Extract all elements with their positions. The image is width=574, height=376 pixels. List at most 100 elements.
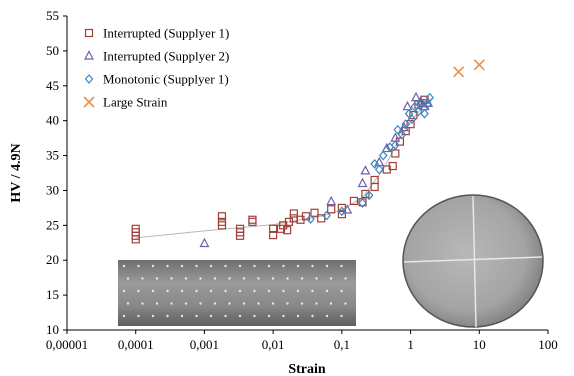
indentation-dot: [166, 314, 169, 318]
trend-line: [135, 97, 432, 239]
indentation-dot: [311, 264, 314, 268]
indentation-dot: [311, 289, 314, 293]
indentation-dot: [271, 302, 275, 305]
indentation-dot: [180, 264, 184, 268]
legend-marker: [83, 96, 95, 108]
x-tick-label: 0,001: [190, 337, 219, 352]
indentation-dot: [224, 289, 227, 293]
indentation-dot: [224, 314, 227, 318]
indentation-dot: [180, 314, 184, 318]
indentation-dot: [213, 277, 217, 280]
indentation-dot: [296, 264, 300, 268]
data-point: [357, 177, 368, 188]
data-point: [453, 66, 465, 78]
indentation-dot: [228, 277, 231, 280]
data-point: [388, 161, 397, 171]
data-point: [326, 195, 337, 206]
indentation-dot: [195, 314, 198, 318]
data-points: [131, 59, 485, 248]
legend-label: Interrupted (Supplyer 2): [103, 49, 229, 64]
indentation-dot: [282, 289, 285, 293]
data-point: [407, 114, 417, 125]
data-point: [199, 237, 210, 248]
data-point: [217, 212, 227, 221]
x-axis-ticks: 0,00001 0,0001 0,001 0,01 0,1 1 10 100: [46, 330, 558, 352]
data-point: [404, 108, 414, 119]
legend-marker: [84, 74, 94, 84]
indentation-dot: [122, 264, 126, 268]
indentation-dot: [242, 302, 246, 305]
indentation-dot: [340, 314, 343, 318]
data-point: [417, 98, 426, 109]
data-point: [398, 121, 409, 132]
indentation-dot: [286, 302, 289, 305]
x-tick-label: 0,0001: [118, 337, 154, 352]
y-tick-label: 20: [46, 252, 59, 267]
y-tick-label: 30: [46, 182, 59, 197]
data-point: [283, 226, 292, 235]
legend-label: Monotonic (Supplyer 1): [103, 72, 229, 87]
data-point: [406, 120, 415, 129]
indentation-dot: [141, 302, 144, 305]
indentation-grid-photo: [118, 260, 356, 326]
indentation-dot: [267, 289, 271, 293]
indentation-dot: [325, 314, 329, 318]
data-point: [289, 209, 298, 218]
indentation-dot: [209, 264, 213, 268]
indentation-dot: [253, 314, 256, 318]
y-tick-label: 50: [46, 43, 59, 58]
data-point: [337, 206, 347, 217]
data-point: [422, 99, 432, 110]
indentation-dot: [213, 302, 217, 305]
indentation-dot: [257, 302, 260, 305]
data-point: [425, 92, 435, 103]
data-point: [217, 217, 227, 226]
indentation-dot: [315, 302, 318, 305]
indentation-dot: [151, 314, 155, 318]
data-point: [248, 215, 257, 224]
legend-marker: [84, 50, 94, 60]
data-point: [235, 224, 245, 233]
data-point: [402, 100, 413, 111]
data-point: [306, 214, 315, 224]
data-point: [317, 214, 326, 223]
specimen-cross-section-photo: [398, 194, 548, 330]
indentation-dot: [122, 289, 126, 293]
series-1: [199, 91, 434, 248]
series-0: [131, 95, 429, 244]
indentation-dot: [126, 302, 130, 305]
data-point: [378, 150, 388, 161]
series-3: [453, 59, 485, 78]
y-tick-label: 10: [46, 322, 59, 337]
indentation-dot: [344, 302, 347, 305]
x-axis-title: Strain: [288, 362, 326, 376]
indentation-dot: [257, 277, 260, 280]
indentation-dot: [166, 289, 169, 293]
data-point: [327, 205, 336, 214]
data-point: [374, 164, 384, 175]
y-axis-ticks: 10 15 20 25 30 35 40 45 50 55: [46, 8, 67, 337]
data-point: [391, 140, 400, 151]
data-point: [397, 129, 407, 140]
indentation-dot: [137, 264, 140, 268]
indentation-dot: [155, 302, 159, 305]
indentation-dot: [242, 277, 246, 280]
indentation-dot: [296, 314, 300, 318]
data-point: [381, 142, 392, 153]
indentation-dot: [344, 277, 347, 280]
data-point: [269, 224, 278, 233]
x-tick-label: 0,01: [262, 337, 285, 352]
data-point: [358, 198, 367, 208]
y-axis-title: HV / 4.9N: [9, 143, 24, 202]
indentation-dot: [170, 277, 173, 280]
y-tick-label: 55: [46, 8, 59, 23]
indentation-dot: [151, 264, 155, 268]
chart-legend: Interrupted (Supplyer 1) Interrupted (Sup…: [83, 26, 229, 110]
legend-label: Interrupted (Supplyer 1): [103, 26, 229, 41]
indentation-dot: [300, 302, 304, 305]
indentation-dot: [238, 264, 242, 268]
y-tick-label: 15: [46, 287, 59, 302]
indentation-dot: [184, 277, 188, 280]
indentation-dot: [282, 314, 285, 318]
